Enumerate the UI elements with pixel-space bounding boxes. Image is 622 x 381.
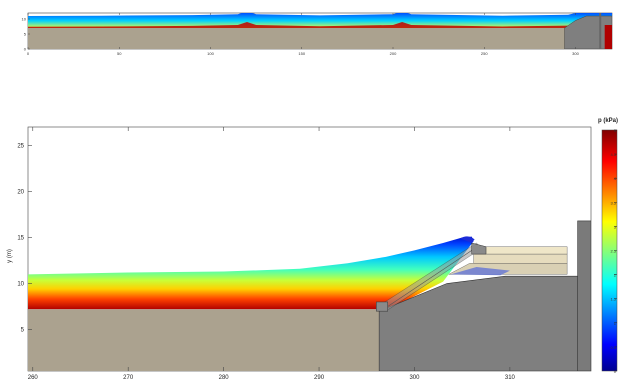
overview-x-ticks: 0 50 100 150 200 250 300 xyxy=(27,13,580,56)
overview-x-tick-label: 200 xyxy=(390,51,397,56)
reservoir-water-patch xyxy=(450,266,510,276)
detail-y-tick-label: 5 xyxy=(21,328,25,334)
detail-sand-bed xyxy=(28,309,380,371)
colorbar-tick-label: 4 xyxy=(614,176,617,181)
colorbar-minor-tick-label: 2.5 xyxy=(610,249,616,254)
colorbar-tick-label: 5 xyxy=(614,128,617,133)
crest-lip xyxy=(471,242,487,255)
overview-x-tick-label: 150 xyxy=(298,51,305,56)
colorbar-minor-tick-label: 4.5 xyxy=(610,152,616,157)
reservoir-layer-top xyxy=(474,246,568,255)
back-wall xyxy=(577,220,591,371)
detail-content xyxy=(28,220,591,371)
colorbar-minor-tick-label: 0.5 xyxy=(610,345,616,350)
overview-content xyxy=(28,13,612,49)
colorbar-ticks: 0 1 2 3 4 5 0.5 1.5 2.5 3.5 4.5 xyxy=(610,128,617,374)
overview-y-tick-label: 5 xyxy=(24,32,27,37)
detail-x-tick-label: 270 xyxy=(123,375,134,381)
colorbar: p (kPa) 0 1 2 3 4 5 0.5 1.5 2.5 3.5 4.5 xyxy=(598,118,618,374)
overview-y-tick-label: 0 xyxy=(24,47,27,52)
overview-back-wall xyxy=(599,13,602,49)
overview-x-tick-label: 250 xyxy=(481,51,488,56)
colorbar-minor-tick-label: 3.5 xyxy=(610,200,616,205)
reservoir-layer-upper xyxy=(473,253,568,264)
colorbar-title: p (kPa) xyxy=(598,118,618,124)
detail-x-tick-label: 310 xyxy=(505,375,516,381)
y-axis-label: y (m) xyxy=(7,249,13,263)
detail-y-tick-label: 25 xyxy=(17,143,24,149)
toe-block xyxy=(376,301,388,312)
detail-x-tick-label: 280 xyxy=(219,375,230,381)
colorbar-minor-tick-label: 1.5 xyxy=(610,297,616,302)
detail-x-tick-label: 260 xyxy=(28,375,39,381)
overview-reservoir xyxy=(604,25,612,49)
wave-crest xyxy=(460,236,475,244)
detail-water xyxy=(28,236,474,310)
detail-y-tick-label: 10 xyxy=(17,282,24,288)
detail-panel: 260 270 280 290 300 310 5 10 15 20 25 y (m) xyxy=(7,126,592,381)
detail-y-tick-label: 15 xyxy=(17,235,24,241)
detail-y-tick-label: 20 xyxy=(17,189,24,195)
colorbar-tick-label: 0 xyxy=(614,369,617,374)
overview-x-tick-label: 300 xyxy=(572,51,579,56)
overview-x-tick-label: 50 xyxy=(117,51,122,56)
colorbar-tick-label: 3 xyxy=(614,224,617,229)
detail-x-ticks: 260 270 280 290 300 310 xyxy=(28,127,516,381)
overview-x-tick-label: 0 xyxy=(27,51,30,56)
colorbar-tick-label: 2 xyxy=(614,273,617,278)
colorbar-tick-label: 1 xyxy=(614,321,617,326)
overview-y-ticks: 10 5 0 xyxy=(22,17,30,52)
detail-x-tick-label: 300 xyxy=(409,375,420,381)
detail-x-tick-label: 290 xyxy=(314,375,325,381)
overview-x-tick-label: 100 xyxy=(207,51,214,56)
overview-sand-bed xyxy=(28,28,569,49)
overview-y-tick-label: 10 xyxy=(22,17,27,22)
ramp-edge xyxy=(384,248,475,309)
detail-y-ticks: 5 10 15 20 25 xyxy=(17,143,32,334)
